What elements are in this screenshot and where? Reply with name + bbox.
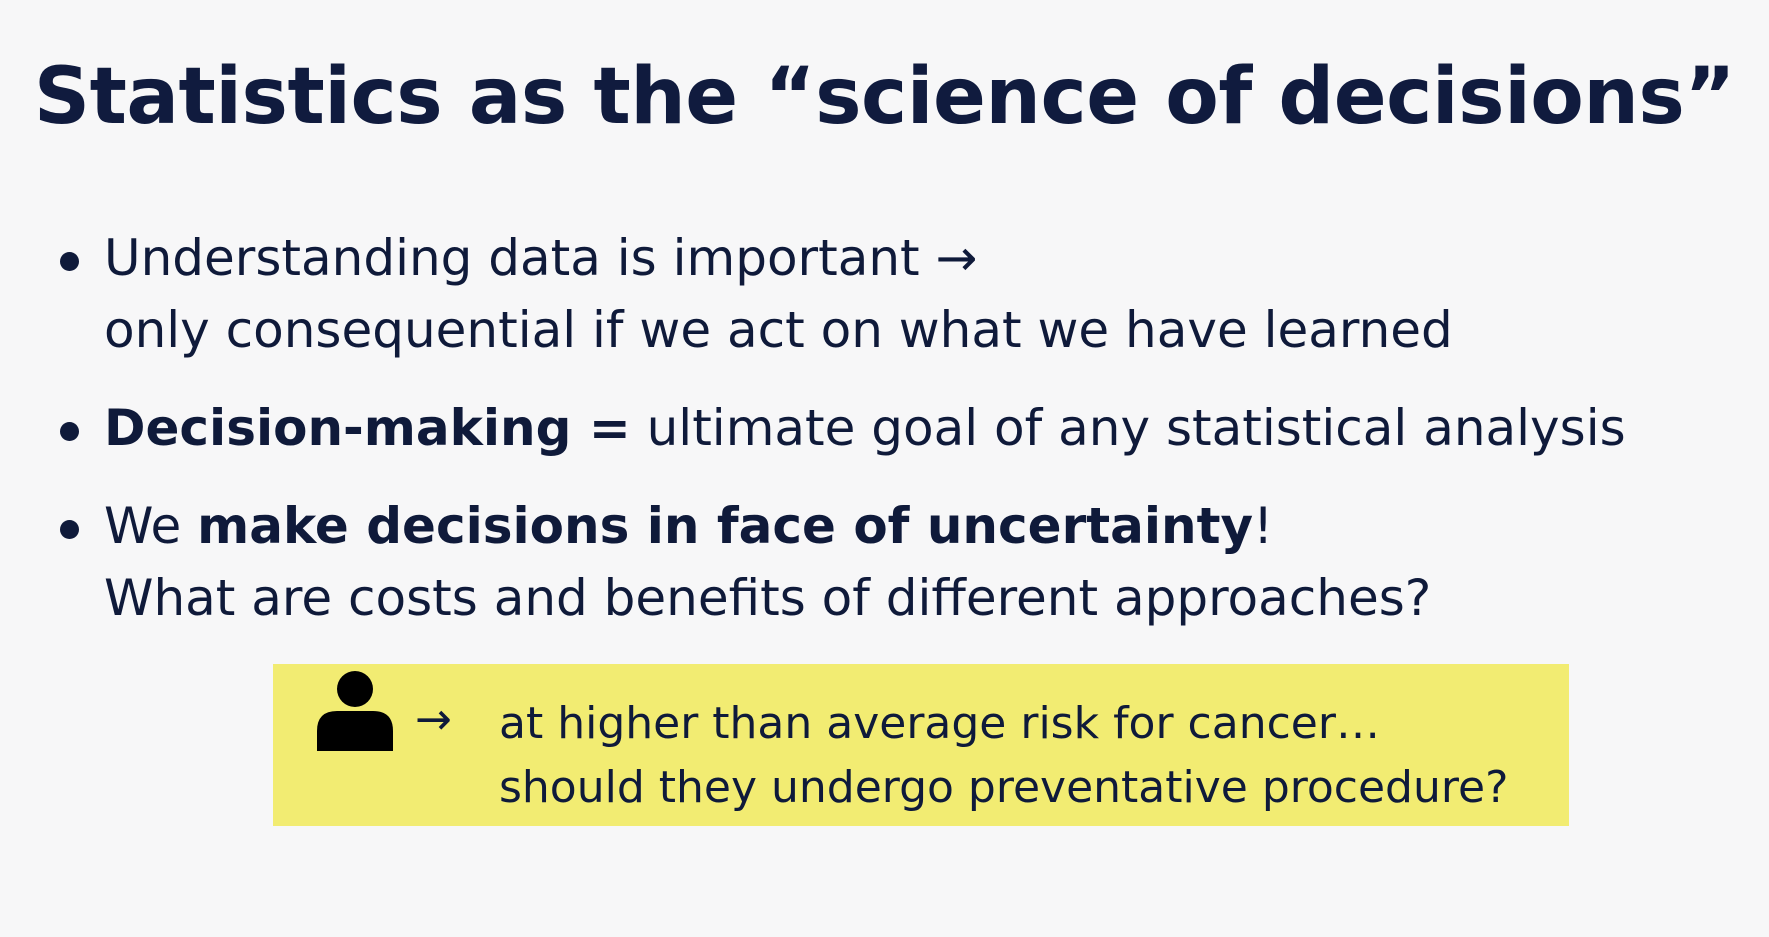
bullet-2: Decision-making = ultimate goal of any s…: [52, 392, 1712, 464]
bullet-2-line: Decision-making = ultimate goal of any s…: [104, 392, 1712, 464]
callout-text: at higher than average risk for cancer… …: [499, 692, 1508, 820]
bullet-dot: [60, 252, 79, 271]
bullet-2-text: ultimate goal of any statistical analysi…: [630, 399, 1626, 457]
slide-title: Statistics as the “science of decisions”: [33, 52, 1736, 142]
bullet-3-pre-text: We: [104, 497, 198, 555]
bullet-3-line-2: What are costs and benefits of different…: [104, 569, 1432, 627]
bullet-3-post-text: !: [1253, 497, 1274, 555]
bullet-dot: [60, 422, 79, 441]
person-icon: [317, 671, 393, 751]
bullet-1-line-1: Understanding data is important →: [104, 229, 978, 287]
bullet-list: Understanding data is important → only c…: [52, 222, 1712, 634]
callout-line-1: at higher than average risk for cancer…: [499, 698, 1380, 749]
callout-line-2: should they undergo preventative procedu…: [499, 762, 1509, 813]
bullet-3-bold-text: make decisions in face of uncertainty: [197, 497, 1254, 555]
callout-box: → at higher than average risk for cancer…: [273, 664, 1569, 826]
bullet-3-line-1: We make decisions in face of uncertainty…: [104, 490, 1712, 562]
arrow-icon: →: [415, 694, 452, 745]
bullet-3: We make decisions in face of uncertainty…: [52, 490, 1712, 634]
bullet-2-bold-text: Decision-making =: [104, 399, 631, 457]
bullet-1: Understanding data is important → only c…: [52, 222, 1712, 366]
bullet-dot: [60, 520, 79, 539]
bullet-1-line-2: only consequential if we act on what we …: [104, 301, 1453, 359]
